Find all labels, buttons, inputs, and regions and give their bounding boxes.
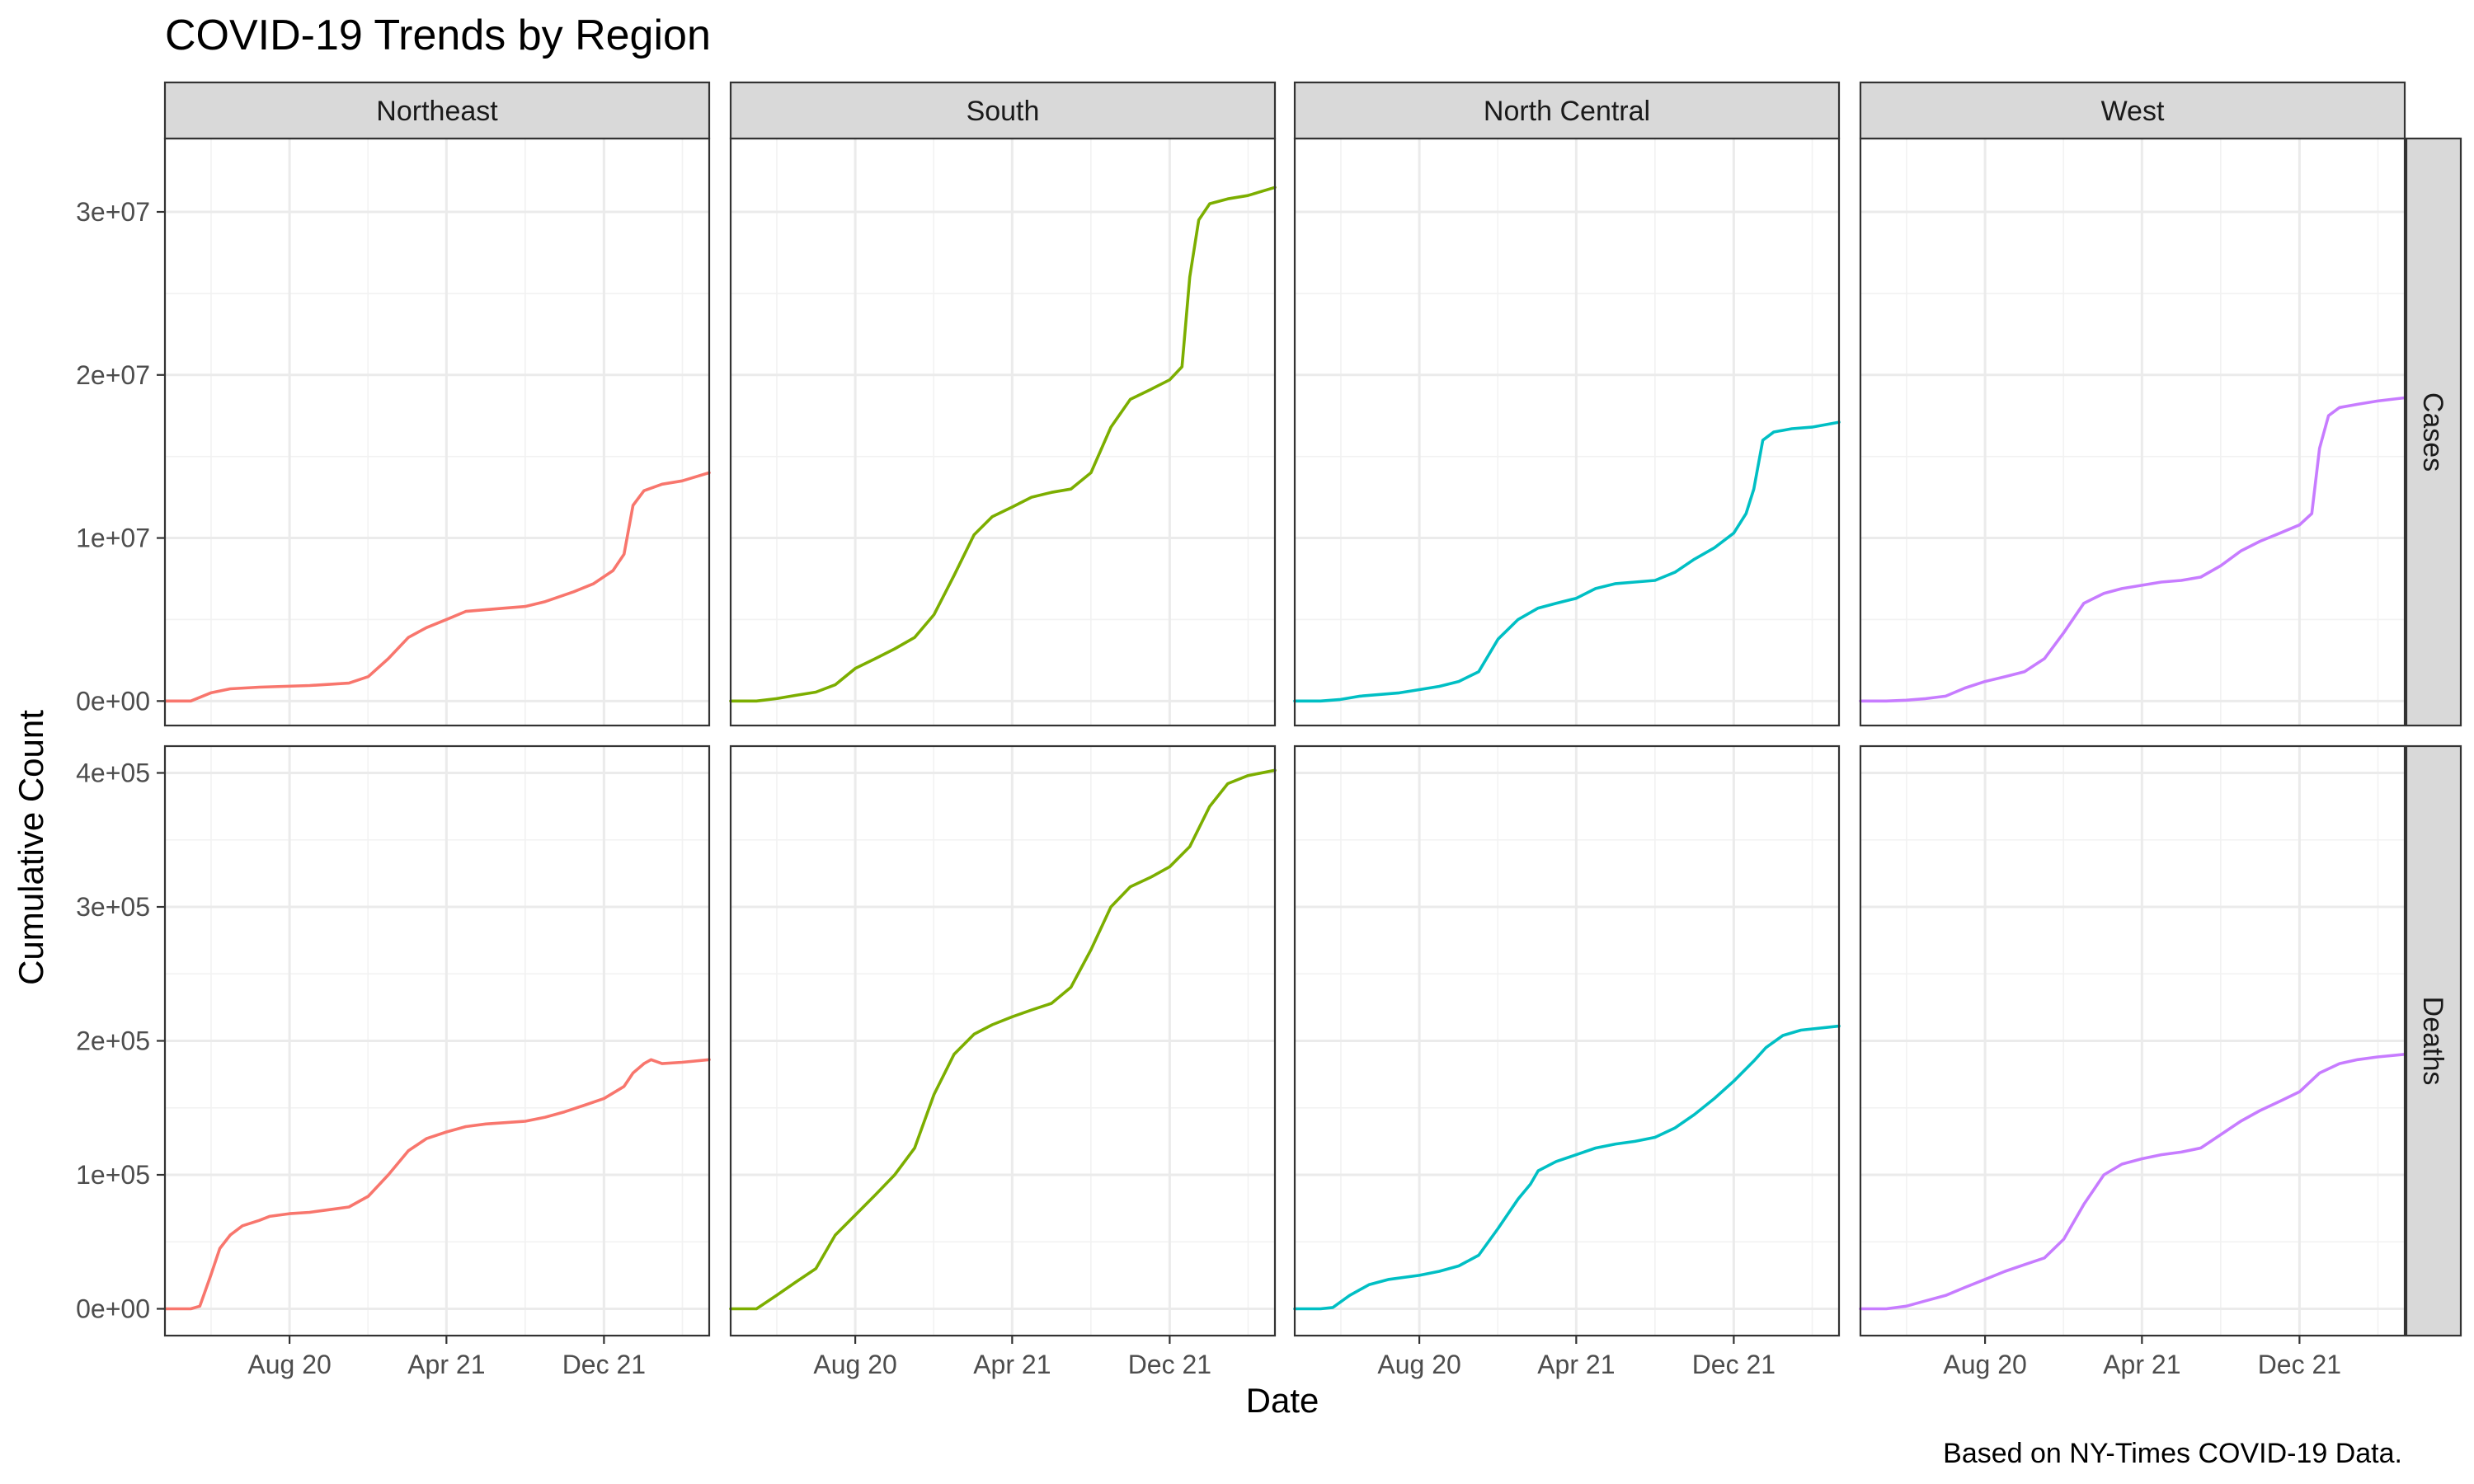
panel-background bbox=[165, 139, 709, 726]
y-tick-label: 1e+05 bbox=[76, 1160, 150, 1190]
strip-label: South bbox=[967, 96, 1040, 127]
x-tick-label: Apr 21 bbox=[2103, 1350, 2180, 1379]
facet-strip-south: South bbox=[729, 81, 1277, 140]
facet-panel-south-cases bbox=[729, 137, 1277, 727]
strip-label: West bbox=[2101, 96, 2165, 127]
facet-panel-northeast-cases: 0e+00 1e+07 2e+07 3e+07 bbox=[76, 137, 711, 727]
facet-panel-north-central-cases bbox=[1293, 137, 1841, 727]
y-tick-label: 3e+07 bbox=[76, 197, 150, 227]
facet-panel-west-cases bbox=[1859, 137, 2406, 727]
series-line-northeast-deaths bbox=[163, 1058, 711, 1311]
row-strip-background bbox=[2405, 744, 2462, 1337]
x-tick-label: Dec 21 bbox=[2258, 1350, 2341, 1379]
panel-border bbox=[729, 744, 1277, 1337]
facet-grid: 0e+00 1e+07 2e+07 3e+07 Northeast South North … bbox=[76, 81, 2462, 1379]
x-tick-label: Aug 20 bbox=[1943, 1350, 2026, 1379]
strip-background bbox=[729, 81, 1277, 140]
x-tick-label: Aug 20 bbox=[813, 1350, 896, 1379]
series-line-northeast-cases bbox=[163, 471, 711, 703]
row-strip-background bbox=[2405, 137, 2462, 727]
y-tick-label: 0e+00 bbox=[76, 1294, 150, 1324]
series-line-west-cases bbox=[1859, 396, 2406, 703]
facet-strip-north-central: North Central bbox=[1293, 81, 1841, 140]
strip-background bbox=[1293, 81, 1841, 140]
series-line-north-central-cases bbox=[1293, 420, 1841, 703]
facet-panel-north-central-deaths: Aug 20 Apr 21 Dec 21 bbox=[1293, 744, 1841, 1379]
facet-strip-west: West bbox=[1859, 81, 2406, 140]
y-tick-label: 4e+05 bbox=[76, 758, 150, 788]
series-line-north-central-deaths bbox=[1293, 1024, 1841, 1311]
x-tick-label: Apr 21 bbox=[407, 1350, 485, 1379]
x-tick-label: Aug 20 bbox=[247, 1350, 331, 1379]
series-line-south-deaths bbox=[729, 768, 1277, 1311]
panel-background bbox=[1860, 139, 2405, 726]
x-tick-label: Dec 21 bbox=[562, 1350, 646, 1379]
strip-label: Northeast bbox=[376, 96, 498, 127]
row-strip-label: Cases bbox=[2417, 392, 2448, 472]
row-strip-label: Deaths bbox=[2417, 997, 2448, 1086]
facet-strip-northeast: Northeast bbox=[163, 81, 711, 140]
series-line-south-cases bbox=[729, 186, 1277, 703]
facet-panel-northeast-deaths: Aug 20 Apr 21 Dec 21 0e+00 1e+05 2e+05 3e+05 4e… bbox=[76, 744, 711, 1379]
y-axis-title: Cumulative Count bbox=[12, 710, 50, 985]
panel-border bbox=[1293, 744, 1841, 1337]
x-axis-title: Date bbox=[1246, 1381, 1319, 1420]
strip-label: North Central bbox=[1484, 96, 1650, 127]
x-tick-label: Apr 21 bbox=[1537, 1350, 1615, 1379]
facet-panel-south-deaths: Aug 20 Apr 21 Dec 21 bbox=[729, 744, 1277, 1379]
x-tick-label: Apr 21 bbox=[973, 1350, 1051, 1379]
series-line-west-deaths bbox=[1859, 1053, 2406, 1311]
facet-panel-west-deaths: Aug 20 Apr 21 Dec 21 bbox=[1859, 744, 2406, 1379]
y-tick-label: 2e+05 bbox=[76, 1026, 150, 1056]
chart-title: COVID-19 Trends by Region bbox=[165, 12, 711, 59]
facet-row-strip-deaths: Deaths bbox=[2405, 744, 2462, 1337]
strip-background bbox=[163, 81, 711, 140]
panel-border bbox=[1859, 744, 2406, 1337]
y-tick-label: 1e+07 bbox=[76, 524, 150, 553]
y-tick-label: 3e+05 bbox=[76, 892, 150, 922]
y-tick-label: 0e+00 bbox=[76, 686, 150, 716]
x-tick-label: Dec 21 bbox=[1128, 1350, 1211, 1379]
facet-row-strip-cases: Cases bbox=[2405, 137, 2462, 727]
panel-background bbox=[1295, 139, 1839, 726]
chart-caption: Based on NY-Times COVID-19 Data. bbox=[1943, 1438, 2402, 1469]
panel-background bbox=[731, 139, 1275, 726]
strip-background bbox=[1859, 81, 2406, 140]
y-tick-label: 2e+07 bbox=[76, 360, 150, 390]
x-tick-label: Dec 21 bbox=[1692, 1350, 1776, 1379]
x-tick-label: Aug 20 bbox=[1377, 1350, 1460, 1379]
